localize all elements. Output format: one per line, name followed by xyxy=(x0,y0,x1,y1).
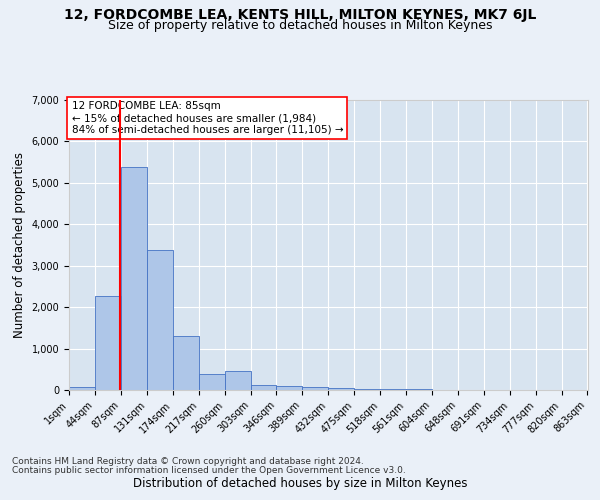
Bar xyxy=(277,386,302,390)
Bar xyxy=(199,374,225,390)
Text: 12 FORDCOMBE LEA: 85sqm
← 15% of detached houses are smaller (1,984)
84% of semi: 12 FORDCOMBE LEA: 85sqm ← 15% of detache… xyxy=(71,102,343,134)
Text: Size of property relative to detached houses in Milton Keynes: Size of property relative to detached ho… xyxy=(108,19,492,32)
Bar xyxy=(380,389,406,390)
Text: Contains public sector information licensed under the Open Government Licence v3: Contains public sector information licen… xyxy=(12,466,406,475)
Text: Distribution of detached houses by size in Milton Keynes: Distribution of detached houses by size … xyxy=(133,477,467,490)
Bar xyxy=(302,387,328,390)
Text: Contains HM Land Registry data © Crown copyright and database right 2024.: Contains HM Land Registry data © Crown c… xyxy=(12,458,364,466)
Bar xyxy=(173,336,199,390)
Y-axis label: Number of detached properties: Number of detached properties xyxy=(13,152,26,338)
Bar xyxy=(354,389,380,390)
Bar xyxy=(121,167,146,390)
Bar xyxy=(147,250,173,390)
Bar xyxy=(225,370,251,390)
Bar xyxy=(251,384,277,390)
Bar xyxy=(69,387,95,390)
Bar xyxy=(95,296,121,390)
Text: 12, FORDCOMBE LEA, KENTS HILL, MILTON KEYNES, MK7 6JL: 12, FORDCOMBE LEA, KENTS HILL, MILTON KE… xyxy=(64,8,536,22)
Bar xyxy=(328,388,354,390)
